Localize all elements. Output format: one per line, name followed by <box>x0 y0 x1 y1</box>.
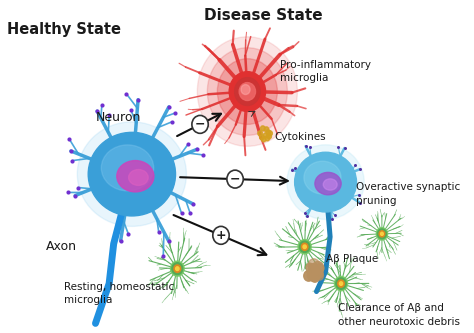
Circle shape <box>207 48 287 135</box>
Circle shape <box>338 280 344 287</box>
Text: −: − <box>195 118 205 131</box>
Circle shape <box>316 272 323 280</box>
Circle shape <box>313 269 321 277</box>
Circle shape <box>266 130 271 135</box>
Text: Axon: Axon <box>46 240 76 253</box>
Circle shape <box>263 133 268 138</box>
Circle shape <box>218 59 277 125</box>
Circle shape <box>307 270 317 280</box>
Circle shape <box>227 170 243 188</box>
Circle shape <box>192 116 208 133</box>
Circle shape <box>376 228 388 240</box>
Circle shape <box>303 245 306 248</box>
Circle shape <box>310 273 317 281</box>
Circle shape <box>267 134 272 139</box>
Circle shape <box>176 267 179 270</box>
Circle shape <box>310 273 319 282</box>
Circle shape <box>265 136 270 141</box>
Circle shape <box>258 131 262 136</box>
Ellipse shape <box>304 161 341 194</box>
Circle shape <box>377 229 386 239</box>
Circle shape <box>314 269 323 278</box>
Ellipse shape <box>315 172 341 195</box>
Circle shape <box>239 83 255 101</box>
Ellipse shape <box>287 145 364 219</box>
Ellipse shape <box>91 135 173 214</box>
Text: Cytokines: Cytokines <box>274 132 326 142</box>
Ellipse shape <box>117 161 154 192</box>
Circle shape <box>171 261 184 276</box>
Text: Pro-inflammatory
microglia: Pro-inflammatory microglia <box>280 60 371 83</box>
Circle shape <box>268 131 273 136</box>
Circle shape <box>235 78 260 106</box>
Circle shape <box>314 273 320 279</box>
Circle shape <box>308 259 319 271</box>
Circle shape <box>379 231 385 237</box>
Circle shape <box>301 243 308 250</box>
Circle shape <box>262 137 266 142</box>
Ellipse shape <box>77 122 186 226</box>
Circle shape <box>309 271 318 281</box>
Circle shape <box>312 274 318 280</box>
Circle shape <box>241 85 250 95</box>
Text: Clearance of Aβ and
other neurotoxic debris: Clearance of Aβ and other neurotoxic deb… <box>338 303 460 327</box>
Circle shape <box>261 126 265 131</box>
Text: Neuron: Neuron <box>95 111 141 124</box>
Circle shape <box>336 278 346 289</box>
Text: Overactive synaptic
pruning: Overactive synaptic pruning <box>356 182 461 206</box>
Ellipse shape <box>88 132 175 216</box>
Ellipse shape <box>296 154 355 210</box>
Text: Resting, homeostatic
microglia: Resting, homeostatic microglia <box>64 282 174 305</box>
Circle shape <box>306 263 314 272</box>
Circle shape <box>229 72 265 112</box>
Circle shape <box>335 276 347 291</box>
Ellipse shape <box>323 179 337 190</box>
Circle shape <box>260 135 264 140</box>
Circle shape <box>300 241 310 252</box>
Circle shape <box>315 264 324 273</box>
Circle shape <box>213 226 229 244</box>
Circle shape <box>308 264 318 274</box>
Circle shape <box>174 265 181 272</box>
Circle shape <box>298 240 311 254</box>
Text: −: − <box>230 172 240 185</box>
Circle shape <box>264 127 269 132</box>
Circle shape <box>339 282 343 285</box>
Text: Healthy State: Healthy State <box>7 22 121 37</box>
Ellipse shape <box>128 169 148 185</box>
Circle shape <box>381 232 383 235</box>
Text: +: + <box>216 229 226 242</box>
Text: Aβ Plaque: Aβ Plaque <box>326 254 378 264</box>
Text: Disease State: Disease State <box>204 8 323 23</box>
Circle shape <box>172 263 183 275</box>
Circle shape <box>312 261 324 274</box>
Circle shape <box>304 270 313 281</box>
Circle shape <box>197 37 297 146</box>
Ellipse shape <box>101 145 154 191</box>
Ellipse shape <box>295 152 356 212</box>
